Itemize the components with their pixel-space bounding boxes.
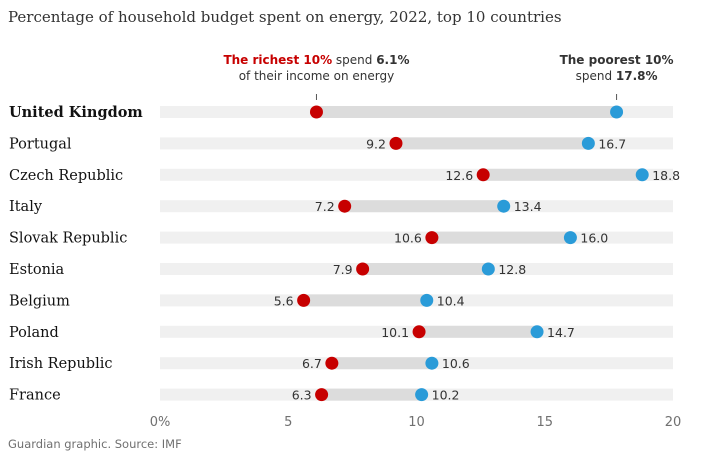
range-bar bbox=[419, 325, 538, 338]
range-bar bbox=[395, 137, 589, 150]
x-tick-label: 20 bbox=[665, 415, 682, 430]
range-bar bbox=[331, 357, 432, 370]
poorest-dot bbox=[530, 325, 544, 339]
poorest-dot bbox=[420, 293, 434, 307]
poorest-value-label: 13.4 bbox=[514, 199, 542, 214]
richest-value-label: 9.2 bbox=[366, 136, 386, 151]
category-label: Belgium bbox=[9, 293, 70, 309]
poorest-dot bbox=[635, 168, 649, 182]
category-label: Italy bbox=[9, 199, 43, 215]
range-bar bbox=[362, 263, 489, 275]
richest-value-label: 10.6 bbox=[394, 231, 422, 246]
chart-title: Percentage of household budget spent on … bbox=[8, 8, 562, 26]
range-bar bbox=[431, 231, 571, 244]
poorest-value-label: 16.7 bbox=[598, 136, 626, 151]
richest-dot bbox=[297, 293, 311, 307]
richest-dot bbox=[476, 168, 490, 182]
richest-dot bbox=[315, 388, 329, 402]
x-tick-label: 5 bbox=[284, 415, 292, 430]
range-bar bbox=[303, 294, 427, 307]
poorest-dot bbox=[497, 199, 511, 213]
source-note: Guardian graphic. Source: IMF bbox=[8, 437, 182, 451]
richest-dot bbox=[356, 262, 370, 276]
category-label: Estonia bbox=[9, 262, 65, 278]
x-tick-label: 10 bbox=[408, 415, 425, 430]
annotation-span: spend bbox=[332, 53, 376, 67]
category-label: Portugal bbox=[9, 136, 72, 152]
poorest-value-label: 10.6 bbox=[442, 356, 470, 371]
annotation-span: 6.1% bbox=[376, 53, 409, 67]
poorest-dot bbox=[581, 136, 595, 150]
poorest-dot bbox=[563, 231, 577, 245]
richest-dot bbox=[309, 105, 323, 119]
x-tick-label: 15 bbox=[536, 415, 553, 430]
poorest-value-label: 18.8 bbox=[652, 168, 680, 183]
poorest-dot bbox=[425, 356, 439, 370]
poorest-dot bbox=[415, 388, 429, 402]
category-label: France bbox=[9, 388, 61, 404]
richest-value-label: 6.7 bbox=[302, 356, 322, 371]
richest-value-label: 10.1 bbox=[381, 325, 409, 340]
poorest-value-label: 14.7 bbox=[547, 325, 575, 340]
richest-annotation-line2: of their income on energy bbox=[239, 69, 395, 83]
range-bar bbox=[316, 106, 617, 118]
x-tick-label: 0% bbox=[150, 415, 171, 430]
richest-value-label: 7.2 bbox=[315, 199, 335, 214]
richest-value-label: 7.9 bbox=[333, 262, 353, 277]
poorest-dot bbox=[610, 105, 624, 119]
richest-dot bbox=[412, 325, 426, 339]
annotation-span: The richest 10% bbox=[223, 53, 332, 67]
richest-dot bbox=[325, 356, 339, 370]
richest-value-label: 12.6 bbox=[445, 168, 473, 183]
richest-value-label: 6.3 bbox=[292, 388, 312, 403]
richest-value-label: 5.6 bbox=[274, 293, 294, 308]
category-label: United Kingdom bbox=[9, 104, 143, 121]
category-label: Irish Republic bbox=[9, 356, 112, 372]
range-bar bbox=[321, 388, 422, 401]
richest-dot bbox=[338, 199, 352, 213]
poorest-value-label: 10.4 bbox=[437, 293, 465, 308]
poorest-annotation-line2: spend 17.8% bbox=[576, 69, 658, 83]
category-label: Poland bbox=[9, 325, 59, 341]
annotation-span: spend bbox=[576, 69, 616, 83]
poorest-dot bbox=[481, 262, 495, 276]
range-bar bbox=[483, 168, 643, 181]
poorest-value-label: 10.2 bbox=[432, 388, 460, 403]
poorest-value-label: 12.8 bbox=[498, 262, 526, 277]
range-bar bbox=[344, 200, 504, 213]
poorest-annotation: The poorest 10% bbox=[560, 53, 674, 67]
richest-dot bbox=[389, 136, 403, 150]
category-label: Slovak Republic bbox=[9, 231, 127, 247]
poorest-value-label: 16.0 bbox=[580, 231, 608, 246]
category-label: Czech Republic bbox=[9, 168, 123, 184]
richest-annotation: The richest 10% spend 6.1% bbox=[223, 53, 409, 67]
annotation-span: 17.8% bbox=[616, 69, 658, 83]
richest-dot bbox=[425, 231, 439, 245]
